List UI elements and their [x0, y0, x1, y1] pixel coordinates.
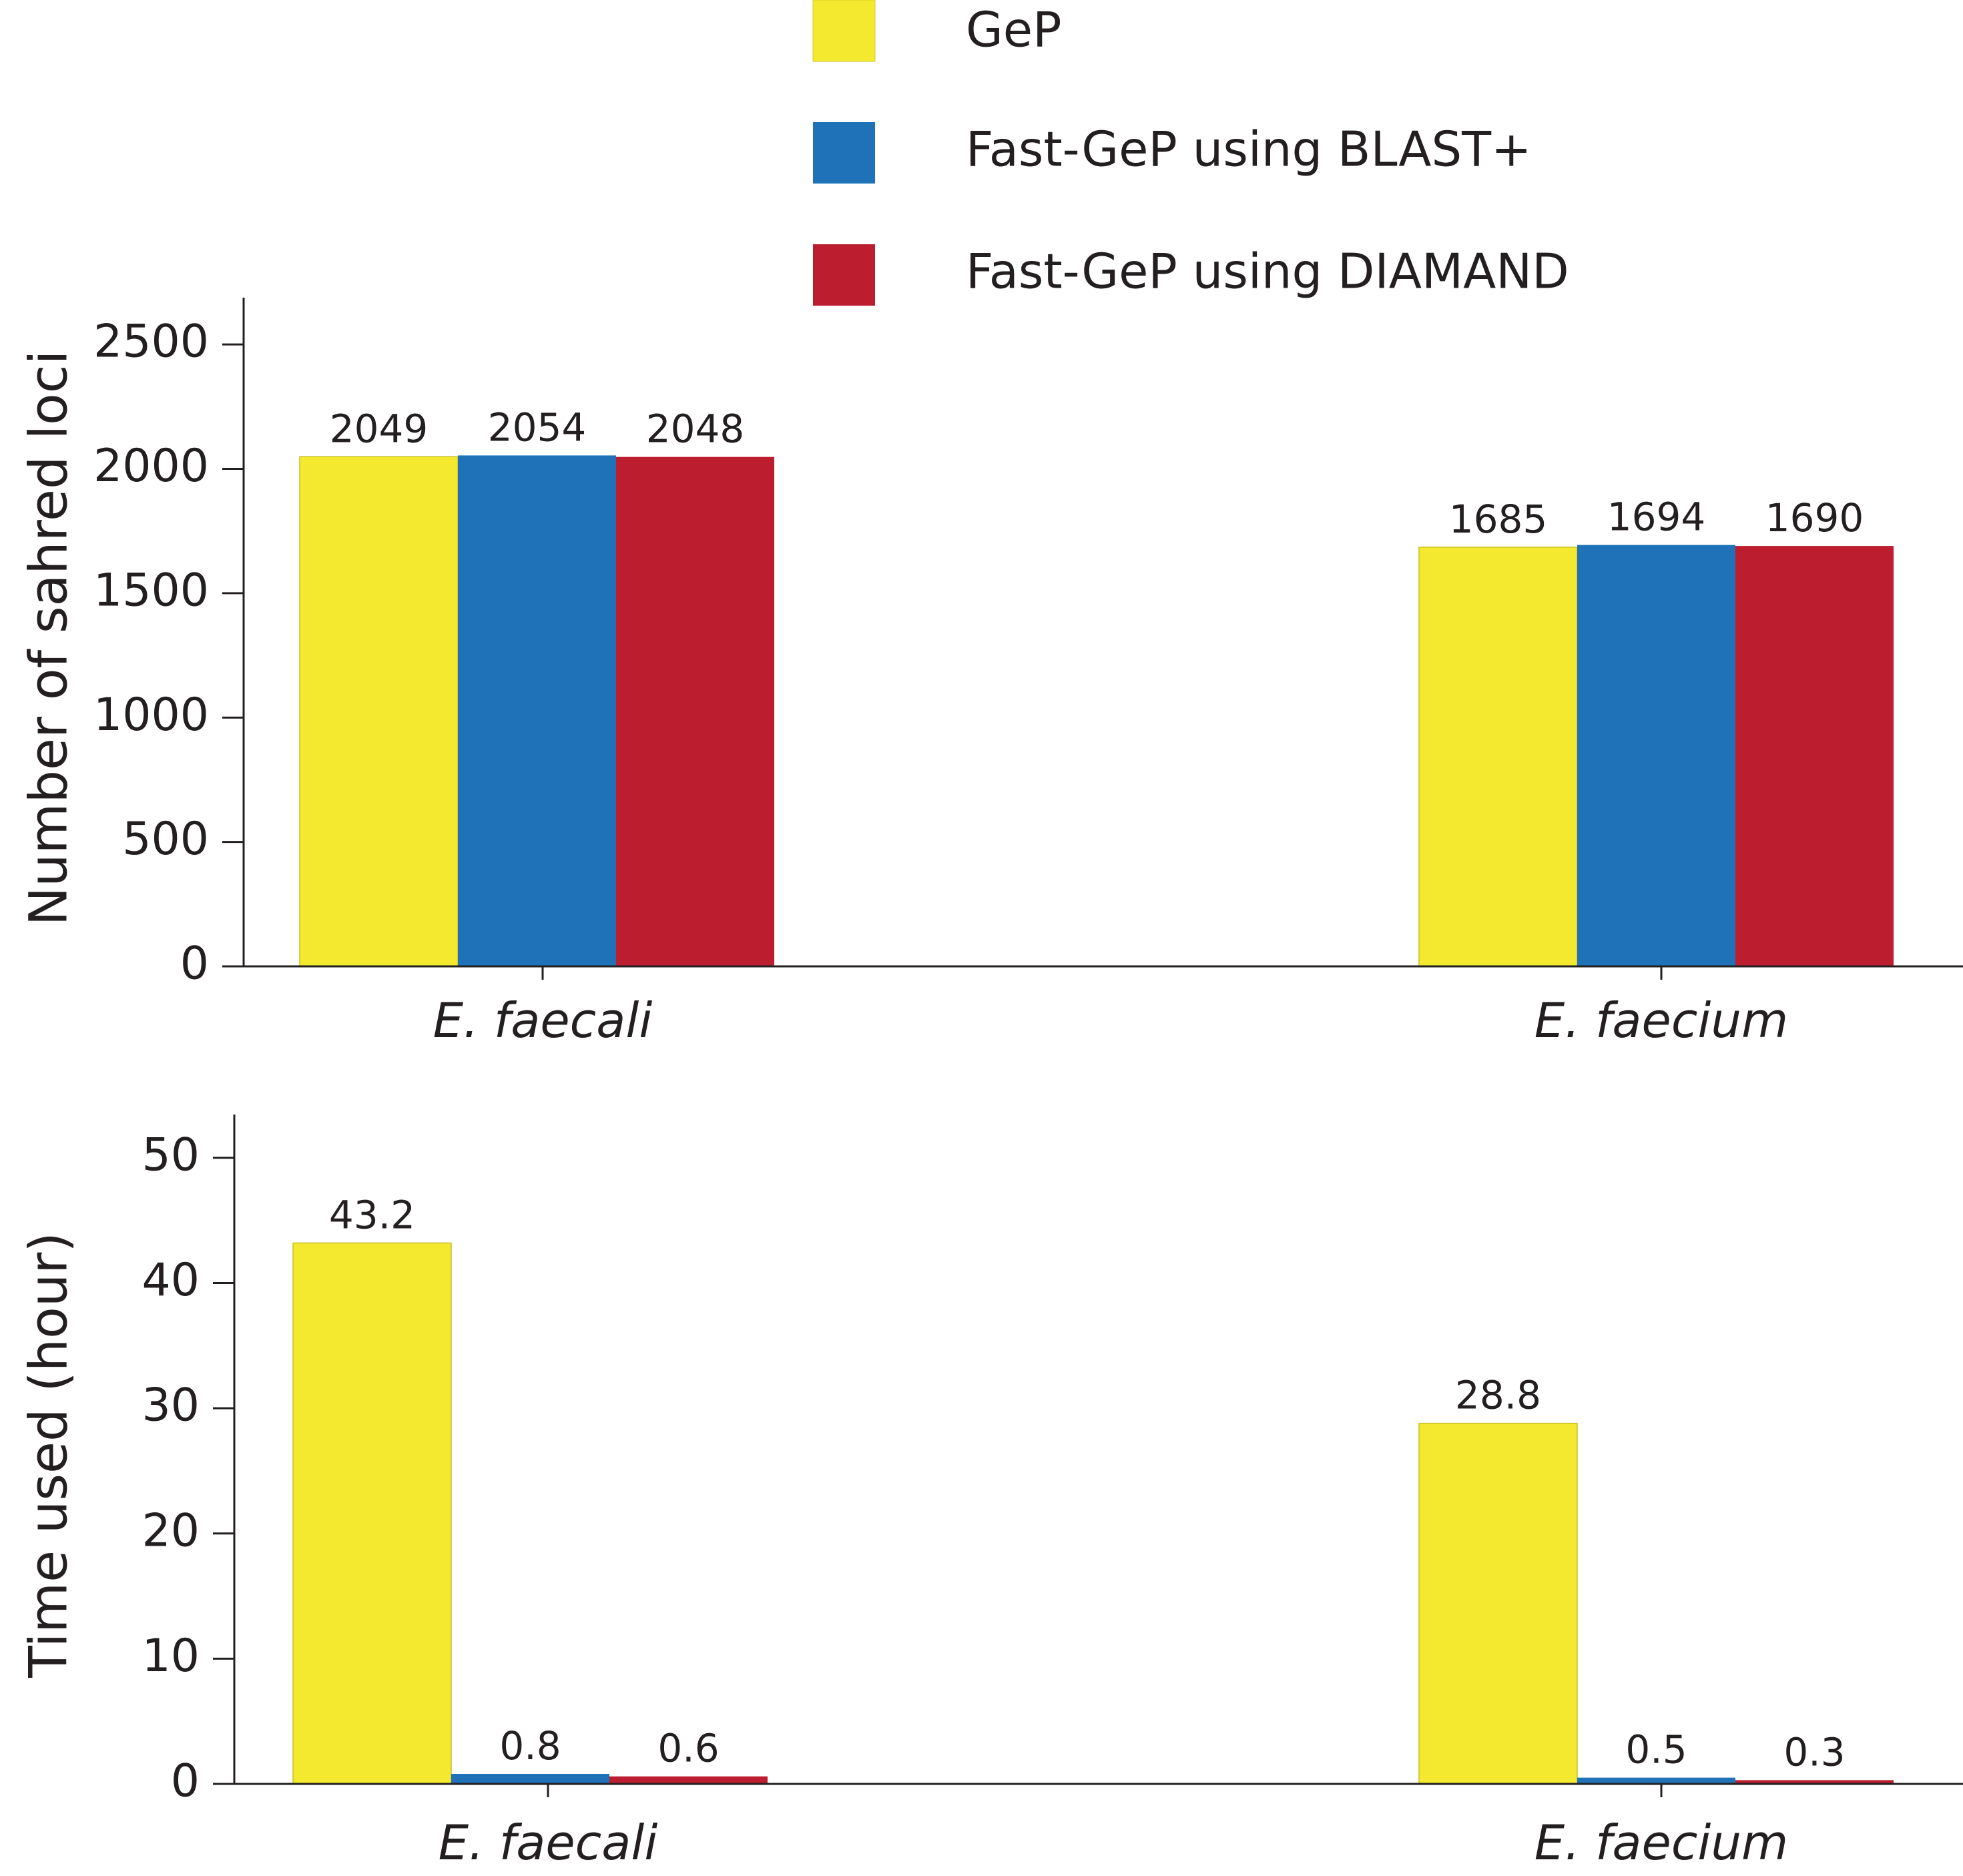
bar-0-0-2	[616, 456, 774, 966]
y-tick-label-0-5: 2500	[93, 316, 209, 368]
data-label-1-0-1: 0.8	[499, 1723, 561, 1769]
x-tick-label-1-1: E. faecium	[1534, 1815, 1788, 1871]
bar-1-1-0	[1418, 1422, 1578, 1785]
y-tick-label-0-0: 0	[180, 938, 209, 990]
legend-swatch-2	[813, 244, 875, 306]
y-tick-label-1-2: 20	[142, 1504, 200, 1557]
bar-0-0-0	[299, 456, 459, 967]
data-label-0-1-2: 1690	[1765, 495, 1864, 541]
legend-swatch-1	[813, 122, 875, 184]
y-tick-label-1-5: 50	[142, 1129, 200, 1181]
y-tick-label-1-4: 40	[142, 1254, 200, 1307]
bar-1-0-1	[451, 1773, 609, 1784]
bar-1-1-1	[1577, 1777, 1735, 1784]
data-label-1-1-0: 28.8	[1455, 1373, 1541, 1418]
bar-0-1-0	[1418, 547, 1578, 967]
bar-0-0-1	[458, 455, 616, 966]
y-tick-label-0-2: 1000	[93, 689, 209, 741]
bar-0-1-1	[1577, 545, 1735, 966]
y-tick-label-1-3: 30	[142, 1379, 200, 1432]
y-tick-label-1-1: 10	[142, 1630, 200, 1682]
y-tick-label-1-0: 0	[171, 1755, 200, 1808]
bar-1-0-2	[609, 1776, 768, 1784]
y-tick-label-0-4: 2000	[93, 440, 209, 493]
x-tick-label-1-0: E. faecali	[439, 1815, 658, 1871]
bar-0-1-2	[1735, 546, 1894, 966]
x-tick-label-0-0: E. faecali	[433, 992, 653, 1048]
data-label-1-1-2: 0.3	[1783, 1729, 1845, 1775]
bar-1-0-0	[292, 1242, 452, 1785]
legend-label-2: Fast-GeP using DIAMAND	[966, 244, 1569, 300]
y-tick-label-0-1: 500	[122, 813, 209, 866]
data-label-1-0-0: 43.2	[329, 1192, 415, 1237]
legend-swatch-0	[812, 0, 876, 62]
bar-1-1-2	[1735, 1780, 1894, 1784]
data-label-0-1-0: 1685	[1449, 497, 1548, 542]
y-axis-title-0: Number of sahred loci	[19, 350, 79, 926]
data-label-0-0-0: 2049	[330, 406, 429, 451]
y-tick-label-0-3: 1500	[93, 564, 209, 617]
legend-label-1: Fast-GeP using BLAST+	[966, 121, 1531, 178]
data-label-1-0-2: 0.6	[657, 1726, 719, 1771]
x-tick-label-0-1: E. faecium	[1534, 992, 1788, 1048]
data-label-0-0-1: 2054	[488, 404, 587, 450]
legend-label-0: GeP	[966, 2, 1062, 58]
data-label-1-1-1: 0.5	[1625, 1727, 1687, 1773]
data-label-0-0-2: 2048	[646, 406, 745, 452]
y-axis-title-1: Time used (hour)	[19, 1232, 79, 1678]
data-label-0-1-1: 1694	[1607, 495, 1706, 540]
